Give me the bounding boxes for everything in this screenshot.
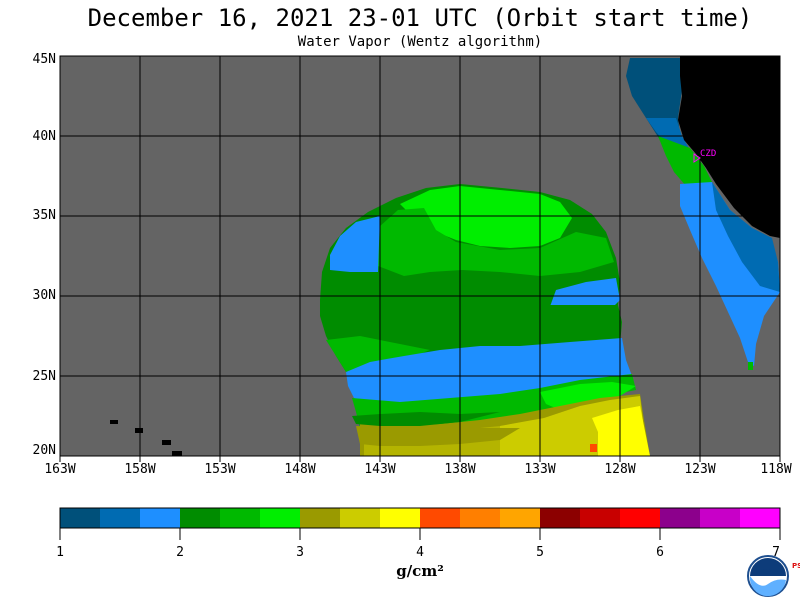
colorbar-swatch	[100, 508, 141, 528]
lon-label-153w: 153W	[204, 462, 236, 477]
island-oahu	[135, 428, 143, 433]
coastal-blue-darker	[712, 182, 780, 292]
north-america-land	[678, 56, 780, 238]
island-kauai	[110, 420, 118, 424]
lon-label-148w: 148W	[284, 462, 316, 477]
swath-green-west-edge	[352, 412, 500, 426]
colorbar-swatch	[740, 508, 781, 528]
colorbar-swatch	[220, 508, 261, 528]
lat-label-30n: 30N	[32, 288, 56, 303]
swath-yellow-south	[592, 406, 650, 456]
noaa-logo-text: NOAA	[756, 568, 779, 576]
coastal-blue-lower	[680, 182, 780, 366]
swath-olive-west-edge	[356, 426, 520, 446]
colorbar-label-2: 2	[176, 545, 184, 560]
noaa-logo	[747, 555, 789, 597]
colorbar-swatch	[140, 508, 181, 528]
colorbar-swatch	[420, 508, 461, 528]
colorbar-label-7: 7	[772, 545, 780, 560]
swath-green-mid-band	[378, 208, 614, 276]
colorbar-swatch	[620, 508, 661, 528]
colorbar-label-6: 6	[656, 545, 664, 560]
colorbar-swatch	[60, 508, 101, 528]
colorbar-swatch	[340, 508, 381, 528]
colorbar-swatch	[380, 508, 421, 528]
chart-title: December 16, 2021 23-01 UTC (Orbit start…	[87, 4, 753, 32]
map-grid	[60, 56, 780, 456]
colorbar-swatch	[300, 508, 341, 528]
colorbar	[59, 507, 781, 529]
lon-label-163w: 163W	[44, 462, 76, 477]
island-maui	[162, 440, 171, 445]
map-frame	[59, 55, 781, 457]
colorbar-swatch	[180, 508, 221, 528]
colorbar-units: g/cm²	[396, 562, 444, 580]
lon-label-123w: 123W	[684, 462, 716, 477]
colorbar-ticks	[59, 528, 781, 540]
lon-label-118w: 118W	[760, 462, 792, 477]
hawaiian-islands	[110, 420, 182, 456]
colorbar-swatch	[660, 508, 701, 528]
station-label: CZD	[700, 149, 716, 159]
colorbar-label-4: 4	[416, 545, 424, 560]
lon-label-158w: 158W	[124, 462, 156, 477]
lat-label-20n: 20N	[32, 443, 56, 458]
colorbar-label-5: 5	[536, 545, 544, 560]
colorbar-swatch	[580, 508, 621, 528]
colorbar-swatch	[540, 508, 581, 528]
colorbar-swatch	[260, 508, 301, 528]
swath-hot-pixel	[590, 444, 597, 452]
satellite-swath	[320, 184, 650, 456]
colorbar-label-1: 1	[56, 545, 64, 560]
swath-green-bright-top	[400, 186, 572, 248]
lat-label-45n: 45N	[32, 52, 56, 67]
lon-label-128w: 128W	[604, 462, 636, 477]
bottom-ticks	[59, 456, 781, 462]
coastal-green-strip	[658, 136, 712, 190]
colorbar-swatch	[460, 508, 501, 528]
lat-label-35n: 35N	[32, 208, 56, 223]
swath-blue-west	[330, 216, 380, 272]
coastal-green-dot	[748, 362, 753, 370]
colorbar-swatch	[700, 508, 741, 528]
colorbar-label-3: 3	[296, 545, 304, 560]
colorbar-swatch	[500, 508, 541, 528]
swath-green-central-bright	[326, 336, 430, 372]
chart-subtitle: Water Vapor (Wentz algorithm)	[297, 34, 543, 50]
lon-label-143w: 143W	[364, 462, 396, 477]
lat-label-40n: 40N	[32, 129, 56, 144]
station-marker: CZD	[693, 149, 716, 163]
coastal-swath	[626, 58, 780, 370]
lon-label-133w: 133W	[524, 462, 556, 477]
lat-label-25n: 25N	[32, 369, 56, 384]
psl-logo-text: PSL	[792, 562, 800, 570]
lon-label-138w: 138W	[444, 462, 476, 477]
coastal-blue-mid	[646, 118, 690, 150]
island-hawaii	[172, 451, 182, 456]
swath-bright-green-south	[540, 382, 636, 410]
